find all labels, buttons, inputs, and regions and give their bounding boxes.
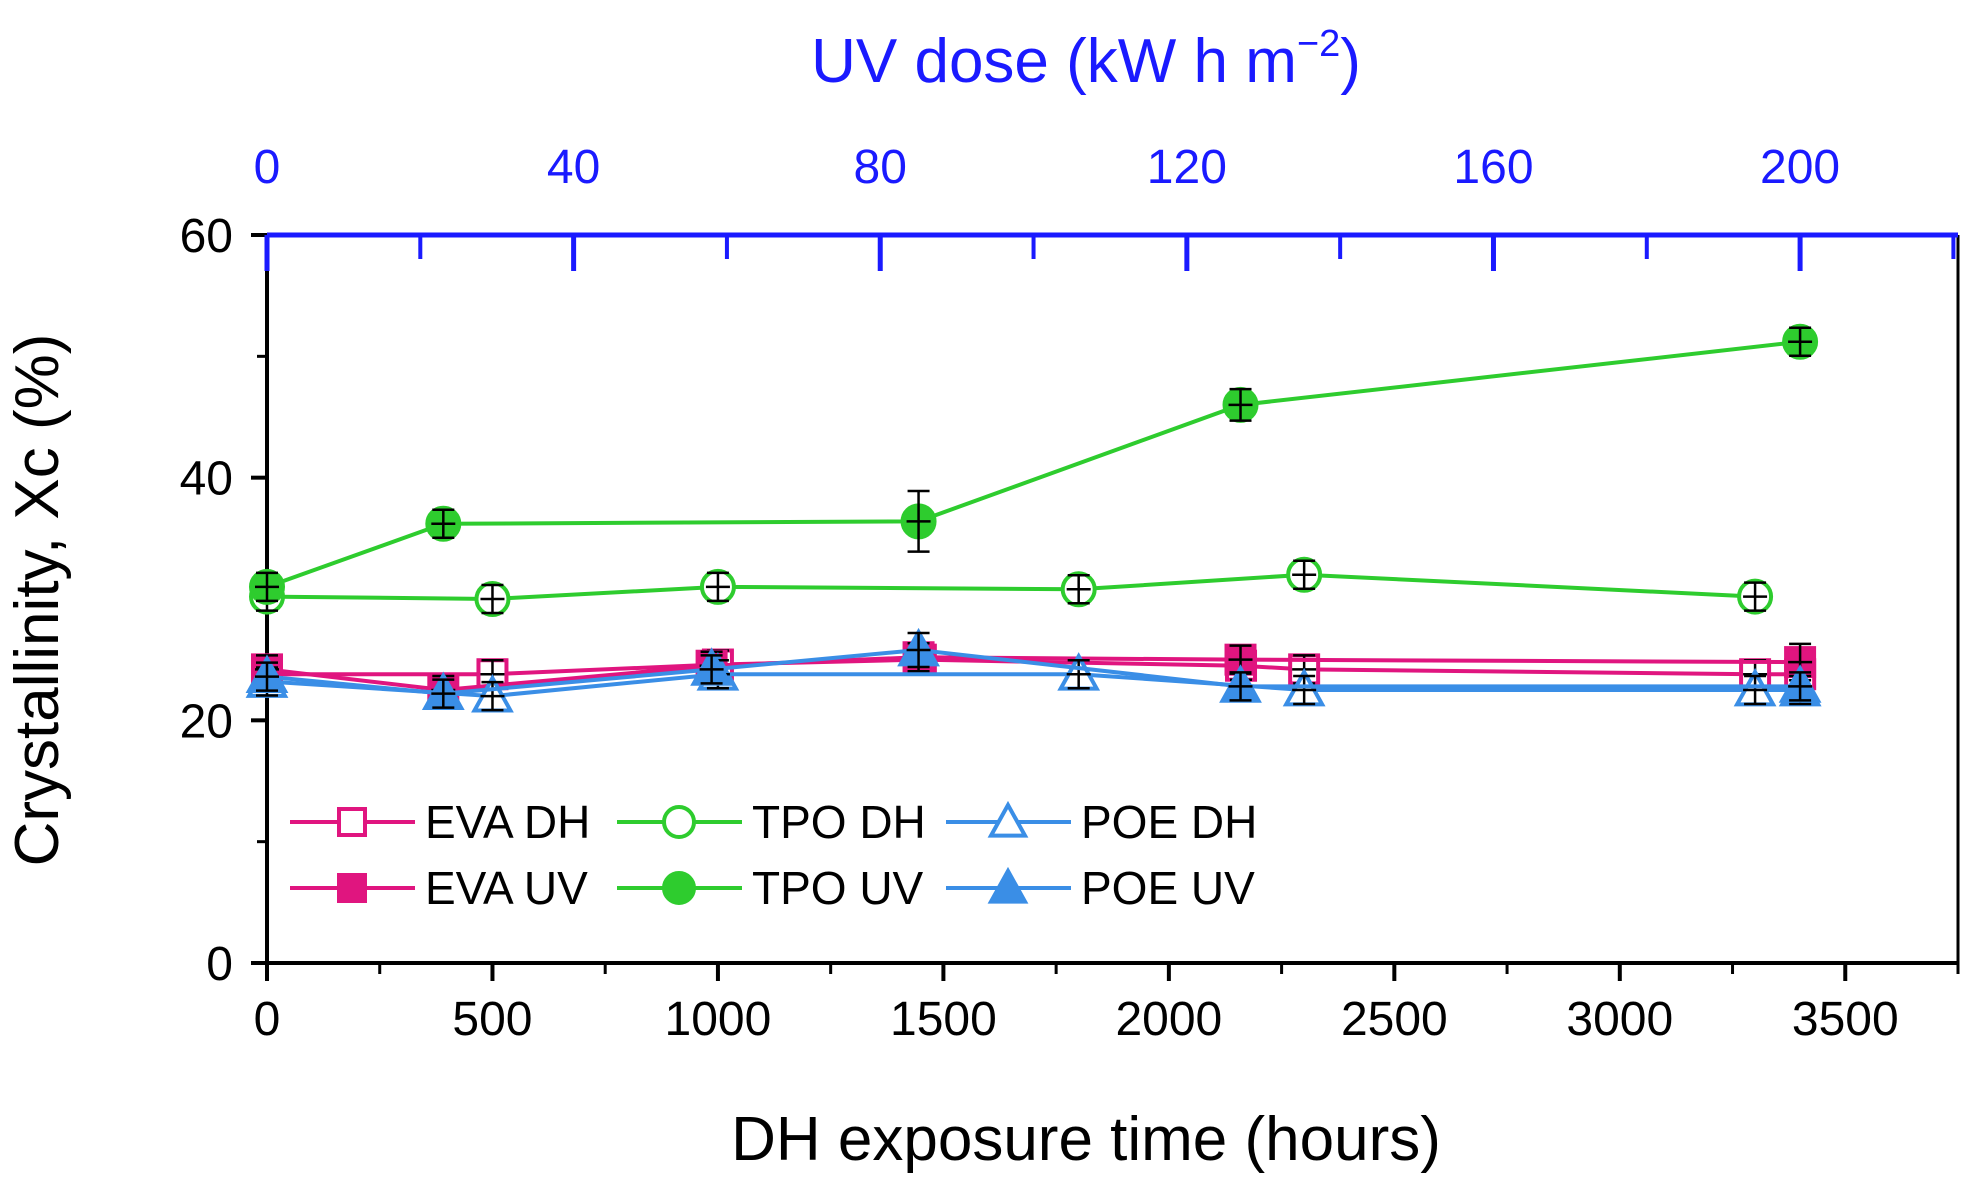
series-line xyxy=(266,339,1801,589)
legend-label: EVA UV xyxy=(425,862,588,914)
legend: EVA DH TPO DH POE DH EVA UV TPO UV POE UV xyxy=(290,796,1257,914)
top-axis-title-main: UV dose (kW h m xyxy=(811,27,1297,96)
x-axis-title: DH exposure time (hours) xyxy=(731,1105,1441,1174)
axes: 0 500 1000 1500 2000 2500 3000 3500 0 20 40 60 0 40 80… xyxy=(180,141,1960,1046)
legend-marker xyxy=(987,866,1029,904)
top-tick-label: 200 xyxy=(1760,141,1840,194)
x-tick-label: 0 xyxy=(254,993,281,1046)
top-tick-label: 80 xyxy=(854,141,907,194)
x-tick-label: 1000 xyxy=(665,993,772,1046)
legend-label: TPO DH xyxy=(752,796,926,848)
top-axis-title-close: ) xyxy=(1340,27,1361,96)
legend-item-poe-dh: POE DH xyxy=(946,796,1257,848)
legend-label: EVA DH xyxy=(425,796,590,848)
legend-label: POE DH xyxy=(1081,796,1257,848)
x-tick-label: 2000 xyxy=(1115,993,1222,1046)
legend-marker xyxy=(337,873,367,903)
x-tick-label: 3000 xyxy=(1566,993,1673,1046)
legend-marker xyxy=(662,805,696,839)
y-tick-label: 40 xyxy=(180,453,233,506)
y-tick-label: 0 xyxy=(206,938,233,991)
top-tick-label: 40 xyxy=(547,141,600,194)
series-tpo-uv xyxy=(249,323,1819,605)
x-tick-label: 1500 xyxy=(890,993,997,1046)
legend-item-poe-uv: POE UV xyxy=(946,862,1255,914)
series-poe-uv xyxy=(245,627,1822,711)
legend-marker xyxy=(987,800,1029,838)
y-axis-title: Crystallinity, Xc (%) xyxy=(3,334,72,867)
x-tick-label: 500 xyxy=(452,993,532,1046)
x-tick-label: 2500 xyxy=(1341,993,1448,1046)
legend-item-tpo-dh: TPO DH xyxy=(617,796,926,848)
legend-item-tpo-uv: TPO UV xyxy=(617,862,924,914)
y-tick-label: 60 xyxy=(180,210,233,263)
top-axis-title-sup: −2 xyxy=(1297,23,1340,65)
legend-label: POE UV xyxy=(1081,862,1255,914)
legend-item-eva-dh: EVA DH xyxy=(290,796,590,848)
legend-marker xyxy=(337,807,367,837)
series-line xyxy=(266,647,1801,696)
top-tick-label: 160 xyxy=(1453,141,1533,194)
y-tick-label: 20 xyxy=(180,695,233,748)
legend-label: TPO UV xyxy=(752,862,924,914)
legend-marker xyxy=(662,871,696,905)
top-tick-label: 0 xyxy=(254,141,281,194)
top-axis-title: UV dose (kW h m−2) xyxy=(811,23,1361,96)
series-line xyxy=(266,572,1756,602)
series-layer xyxy=(245,323,1822,713)
legend-item-eva-uv: EVA UV xyxy=(290,862,588,914)
series-tpo-dh xyxy=(249,556,1774,617)
top-tick-label: 120 xyxy=(1147,141,1227,194)
x-tick-label: 3500 xyxy=(1792,993,1899,1046)
